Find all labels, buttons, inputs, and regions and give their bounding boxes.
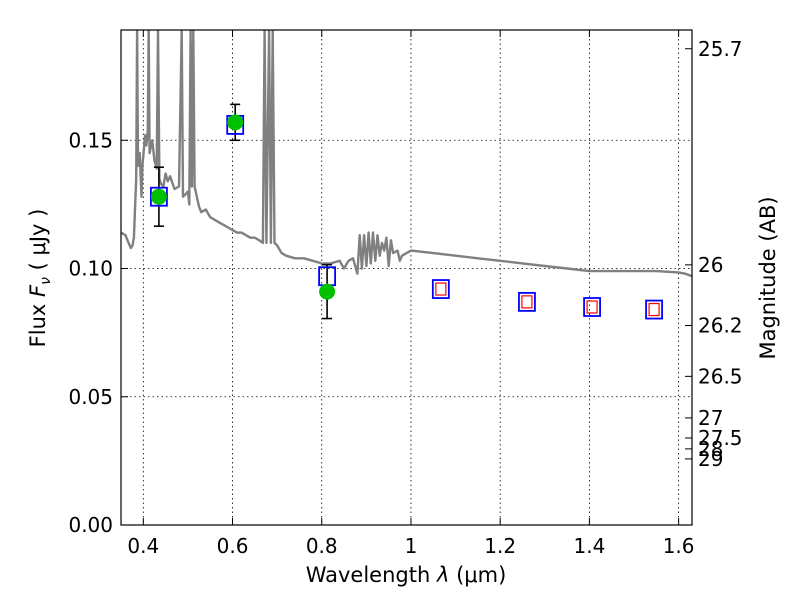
y2-tick-label: 27.5: [698, 426, 743, 450]
y2-tick-label: 27: [698, 406, 723, 430]
y2-tick-label: 26.5: [698, 364, 743, 388]
x-tick-label: 1.2: [484, 534, 516, 558]
x-tick-label: 1.4: [573, 534, 605, 558]
y2-tick-label: 26: [698, 253, 723, 277]
observed-circle-marker: [150, 188, 167, 205]
template-spectrum-line: [121, 30, 692, 278]
model-square-marker: [583, 297, 601, 317]
observed-circle-marker: [227, 114, 244, 131]
x-tick-label: 0.6: [217, 534, 249, 558]
x-axis-label: Wavelength λ (μm): [306, 563, 507, 587]
limit-square-marker: [648, 302, 660, 317]
y-tick-label: 0.15: [68, 128, 113, 152]
x-tick-label: 1.6: [663, 534, 695, 558]
x-tick-label: 0.4: [127, 534, 159, 558]
data-marks: [150, 103, 663, 320]
model-square-marker: [518, 291, 536, 312]
x-tick-label: 1: [405, 534, 418, 558]
limit-square-marker: [435, 282, 447, 296]
y-tick-label: 0.05: [68, 385, 113, 409]
axis-ticks: 0.4 0.6 0.8 1 1.2 1.4 1.6 0.00 0.05 0.10 0.15 25.7 2…: [68, 30, 743, 558]
y2-tick-label: 29: [698, 447, 723, 471]
y2-tick-label: 26.2: [698, 314, 743, 338]
limit-square-marker: [521, 295, 533, 309]
y-tick-label: 0.00: [68, 513, 113, 537]
y-tick-label: 0.10: [68, 257, 113, 281]
plot-area: [121, 30, 692, 320]
y-axis-label: Flux Fν ( μJy ): [26, 209, 54, 348]
y2-tick-label: 25.7: [698, 37, 743, 61]
model-square-marker: [431, 279, 450, 299]
plot-frame: [120, 29, 693, 526]
observed-circle-marker: [319, 283, 336, 300]
y2-axis-label: Magnitude (AB): [756, 196, 780, 359]
limit-square-marker: [586, 300, 598, 314]
y2-tick-label: 28: [698, 437, 723, 461]
x-tick-label: 0.8: [306, 534, 338, 558]
grid: [121, 30, 692, 526]
model-square-marker: [645, 299, 663, 320]
